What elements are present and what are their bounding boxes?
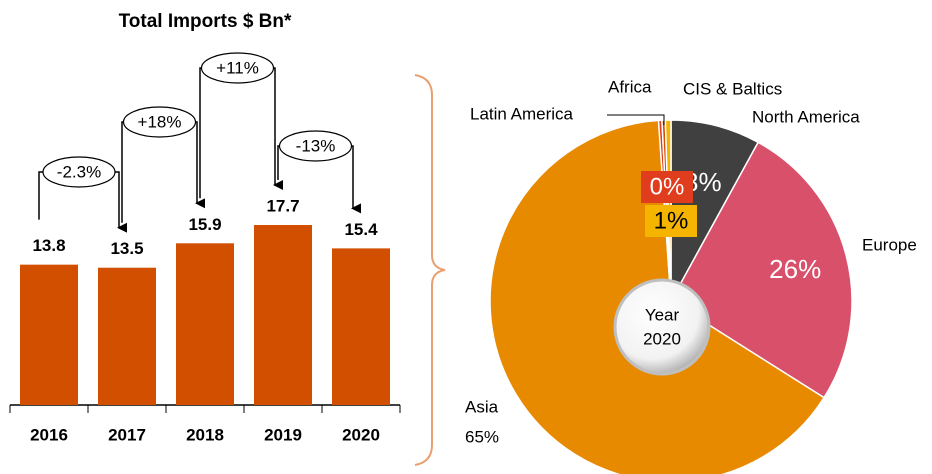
x-tick-label: 2018 <box>186 425 224 444</box>
growth-oval <box>42 156 116 188</box>
value-label: 26% <box>769 254 821 284</box>
value-label: 65% <box>465 427 499 446</box>
value-label: 0% <box>650 173 685 200</box>
bar <box>98 267 156 405</box>
growth-label: +18% <box>138 112 182 131</box>
value-label: 13.8 <box>32 236 65 255</box>
value-label: 15.4 <box>344 220 378 239</box>
x-tick-label: 2017 <box>108 425 146 444</box>
growth-line <box>199 67 283 199</box>
chart-title: Total Imports $ Bn* <box>119 11 292 32</box>
x-tick-label: 2016 <box>30 425 68 444</box>
slice-name: Latin America <box>470 104 574 123</box>
slice <box>670 141 853 399</box>
x-tick-label: 2020 <box>342 425 380 444</box>
bar <box>254 225 312 405</box>
value-label-box <box>641 171 693 203</box>
value-label: 15.9 <box>188 215 221 234</box>
slice-name: CIS & Baltics <box>683 79 782 98</box>
growth-oval <box>122 106 197 138</box>
growth-label: +11% <box>216 58 259 77</box>
bar <box>176 243 234 405</box>
bracket <box>414 74 446 466</box>
slice-name: Africa <box>608 77 652 96</box>
leader-line <box>607 114 665 125</box>
center-hole <box>613 278 711 376</box>
value-label-box <box>645 205 697 237</box>
center-label: Year <box>645 305 680 324</box>
slice-name: Asia <box>465 397 499 416</box>
growth-label: -13% <box>296 136 336 155</box>
slice-name: North America <box>752 107 860 126</box>
slice <box>670 119 760 302</box>
value-label: 17.7 <box>266 196 299 215</box>
growth-label: -2.3% <box>57 162 101 181</box>
value-label: 13.5 <box>110 239 143 258</box>
bar <box>332 248 390 405</box>
slice-name: Europe <box>862 235 917 254</box>
bar <box>20 264 78 405</box>
growth-oval <box>200 52 275 84</box>
center-label: 2020 <box>643 329 681 348</box>
growth-oval <box>278 130 353 162</box>
x-tick-label: 2019 <box>264 425 302 444</box>
value-label: 1% <box>654 207 689 234</box>
